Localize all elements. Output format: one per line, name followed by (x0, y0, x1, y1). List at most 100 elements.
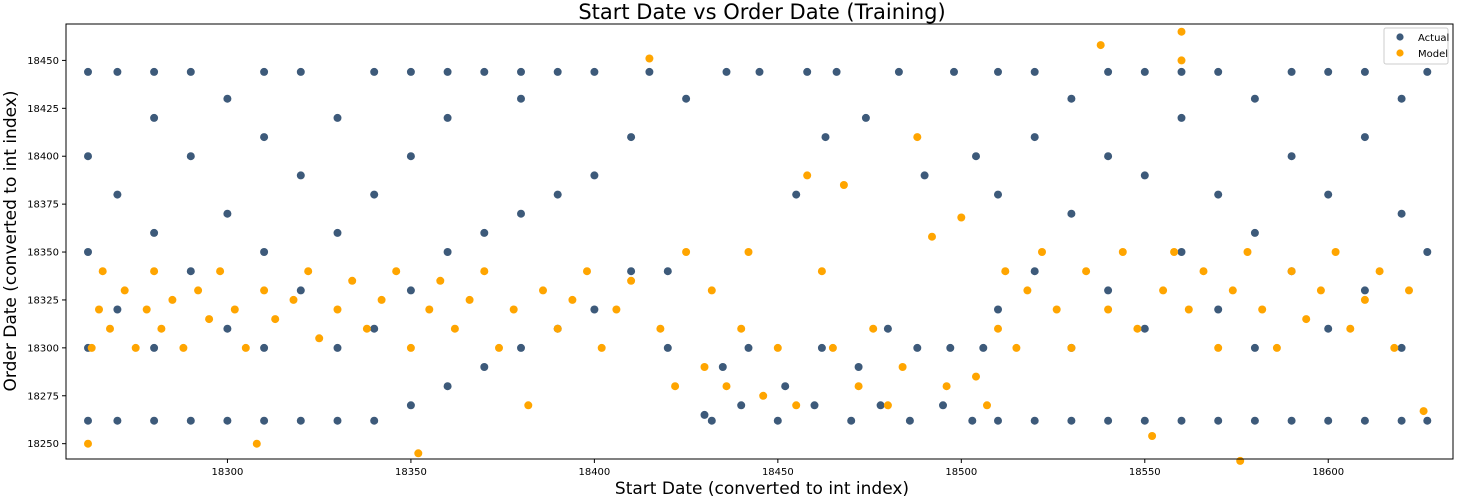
data-point-model (957, 213, 966, 222)
legend-marker-actual (1396, 33, 1404, 41)
data-point-actual (113, 416, 122, 425)
x-tick-label: 18350 (395, 467, 427, 478)
data-point-actual (1067, 209, 1076, 218)
data-point-actual (517, 209, 525, 218)
data-point-model (983, 401, 991, 410)
data-point-model (392, 267, 401, 276)
data-point-actual (186, 416, 195, 425)
data-point-actual (1250, 343, 1259, 352)
data-point-model (1360, 295, 1369, 304)
data-point-model (539, 286, 547, 295)
data-point-model (252, 439, 261, 448)
data-point-model (869, 324, 878, 333)
plot-frame (65, 23, 1454, 460)
data-point-model (1104, 305, 1113, 314)
data-point-actual (722, 67, 731, 76)
data-point-model (333, 305, 342, 314)
y-tick-label: 18350 (27, 248, 59, 259)
data-point-actual (1397, 416, 1406, 425)
data-point-model (1052, 305, 1061, 314)
data-point-model (406, 343, 415, 352)
data-point-model (241, 343, 250, 352)
data-point-actual (84, 152, 92, 161)
data-point-actual (1177, 248, 1186, 256)
data-point-actual (1104, 152, 1113, 161)
data-point-actual (1423, 67, 1432, 76)
data-point-model (700, 363, 709, 371)
data-point-model (414, 449, 423, 458)
data-point-model (612, 305, 621, 314)
data-point-actual (700, 410, 709, 419)
data-point-actual (553, 190, 562, 199)
data-point-actual (84, 67, 92, 76)
data-point-actual (1030, 67, 1039, 76)
data-point-model (1258, 305, 1267, 314)
data-point-actual (1104, 286, 1113, 295)
data-point-actual (296, 171, 305, 180)
data-point-model (1243, 248, 1252, 256)
y-tick-label: 18325 (27, 295, 59, 306)
data-point-model (142, 305, 151, 314)
data-point-model (216, 267, 225, 276)
data-point-actual (781, 382, 790, 391)
legend-label-model: Model (1418, 49, 1448, 60)
data-point-actual (905, 416, 914, 425)
data-point-model (1199, 267, 1208, 276)
data-point-model (480, 267, 489, 276)
data-point-actual (1177, 67, 1186, 76)
data-point-actual (1360, 416, 1369, 425)
data-point-actual (150, 67, 159, 76)
data-point-model (1170, 248, 1179, 256)
data-point-actual (832, 67, 841, 76)
data-point-actual (1397, 209, 1406, 218)
data-point-actual (854, 363, 863, 371)
data-point-actual (370, 190, 379, 199)
x-axis: 18300 18350 18400 18450 18500 18550 18600 (212, 459, 1344, 478)
data-point-actual (590, 67, 599, 76)
data-point-actual (333, 416, 342, 425)
data-point-actual (803, 67, 812, 76)
data-point-actual (1324, 324, 1333, 333)
data-point-actual (590, 305, 599, 314)
data-point-actual (1250, 416, 1259, 425)
x-tick-label: 18500 (945, 467, 977, 478)
y-tick-label: 18400 (27, 152, 59, 163)
data-point-model (377, 295, 386, 304)
data-point-actual (260, 248, 269, 256)
y-axis: 18250 18275 18300 18325 18350 18375 18400 18425… (27, 56, 66, 450)
data-point-model (524, 401, 533, 410)
data-point-actual (406, 286, 415, 295)
data-point-actual (894, 67, 903, 76)
data-point-actual (627, 133, 636, 142)
data-point-model (928, 232, 936, 241)
data-point-actual (707, 416, 716, 425)
data-point-actual (1287, 416, 1296, 425)
data-point-actual (480, 67, 489, 76)
data-point-actual (744, 343, 753, 352)
data-point-actual (260, 67, 269, 76)
chart-title: Start Date vs Order Date (Training) (578, 0, 945, 24)
data-point-actual (737, 401, 746, 410)
data-point-model (87, 343, 96, 352)
data-point-model (773, 343, 782, 352)
data-point-model (645, 54, 654, 63)
data-point-model (1228, 286, 1237, 295)
data-point-model (1177, 27, 1186, 36)
data-point-model (1405, 286, 1413, 295)
data-point-actual (994, 416, 1002, 425)
data-point-model (583, 267, 591, 276)
data-point-actual (1140, 67, 1149, 76)
data-point-model (1096, 41, 1105, 50)
data-point-actual (370, 416, 379, 425)
data-point-actual (1360, 286, 1369, 295)
data-point-model (722, 382, 731, 391)
data-point-actual (260, 133, 269, 142)
data-point-actual (1423, 248, 1432, 256)
y-tick-label: 18275 (27, 391, 59, 402)
data-point-model (1082, 267, 1091, 276)
data-point-model (509, 305, 518, 314)
data-point-actual (406, 401, 415, 410)
data-point-actual (1214, 305, 1223, 314)
data-point-actual (296, 416, 305, 425)
data-point-actual (939, 401, 947, 410)
